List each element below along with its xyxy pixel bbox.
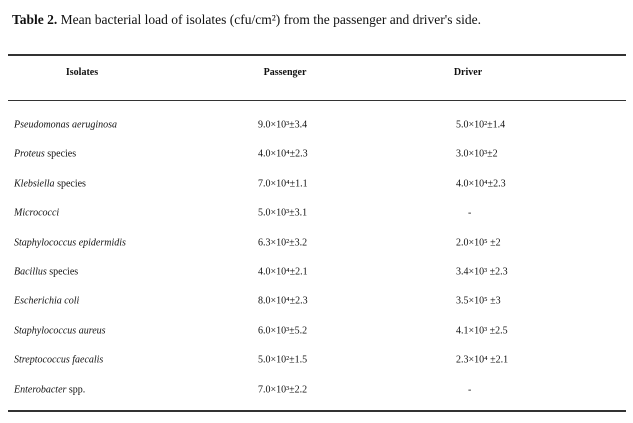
header-cell: Isolates	[65, 67, 99, 78]
isolate-qualifier: species	[49, 266, 79, 278]
top-rule	[8, 54, 626, 56]
driver-cell: 5.0×10²±1.4	[456, 119, 506, 131]
passenger-cell: 4.0×10⁴±2.3	[258, 148, 308, 160]
isolate-cell: Micrococci	[14, 208, 59, 219]
isolate-genus: Staphylococcus epidermidis	[14, 237, 126, 249]
isolate-genus: Enterobacter	[14, 384, 67, 396]
bottom-rule	[8, 410, 626, 412]
isolate-genus: Proteus	[14, 148, 45, 160]
header-cell: Passenger	[263, 67, 307, 78]
header-rule	[8, 100, 626, 101]
driver-cell: 4.0×10⁴±2.3	[456, 178, 506, 190]
isolate-genus: Micrococci	[14, 207, 60, 219]
passenger-cell: 6.0×10³±5.2	[258, 325, 308, 337]
isolate-genus: Streptococcus faecalis	[14, 354, 104, 366]
driver-cell: 4.1×10³ ±2.5	[456, 325, 508, 337]
isolate-cell: Bacillus species	[14, 267, 78, 278]
isolate-cell: Escherichia coli	[14, 296, 79, 307]
passenger-cell: 8.0×10⁴±2.3	[258, 295, 308, 307]
driver-cell: 3.0×10³±2	[456, 148, 498, 160]
driver-cell: 3.4×10³ ±2.3	[456, 266, 508, 278]
isolate-genus: Bacillus	[14, 266, 47, 278]
isolate-genus: Escherichia coli	[14, 295, 80, 307]
isolate-genus: Klebsiella	[14, 178, 55, 190]
isolate-cell: Staphylococcus aureus	[14, 325, 106, 336]
header-cell: Driver	[453, 67, 483, 78]
caption-label: Table 2.	[12, 12, 58, 27]
passenger-cell: 5.0×10²±1.5	[258, 354, 308, 366]
isolate-cell: Klebsiella species	[14, 178, 86, 189]
isolate-qualifier: species	[47, 148, 77, 160]
passenger-cell: 7.0×10³±2.2	[258, 384, 308, 396]
driver-cell: 2.3×10⁴ ±2.1	[456, 354, 509, 366]
caption-text: Mean bacterial load of isolates (cfu/cm²…	[60, 12, 481, 27]
isolate-cell: Proteus species	[14, 149, 76, 160]
isolate-cell: Streptococcus faecalis	[14, 355, 103, 366]
passenger-cell: 5.0×10³±3.1	[258, 207, 308, 219]
table-caption: Table 2. Mean bacterial load of isolates…	[12, 12, 481, 28]
passenger-cell: 7.0×10⁴±1.1	[258, 178, 308, 190]
isolate-qualifier: species	[57, 178, 86, 190]
passenger-cell: 6.3×10²±3.2	[258, 237, 308, 249]
isolate-cell: Pseudomonas aeruginosa	[14, 120, 117, 131]
driver-cell: 2.0×10⁵ ±2	[456, 237, 501, 249]
isolate-genus: Pseudomonas aeruginosa	[14, 119, 118, 131]
isolate-genus: Staphylococcus aureus	[14, 325, 106, 337]
passenger-cell: 4.0×10⁴±2.1	[258, 266, 308, 278]
passenger-cell: 9.0×10³±3.4	[258, 119, 308, 131]
isolate-qualifier: spp.	[68, 384, 86, 396]
isolate-cell: Staphylococcus epidermidis	[14, 237, 126, 248]
driver-cell: -	[468, 207, 472, 219]
driver-cell: 3.5×10⁵ ±3	[456, 295, 501, 307]
isolate-cell: Enterobacter spp.	[14, 384, 85, 395]
driver-cell: -	[468, 384, 472, 396]
